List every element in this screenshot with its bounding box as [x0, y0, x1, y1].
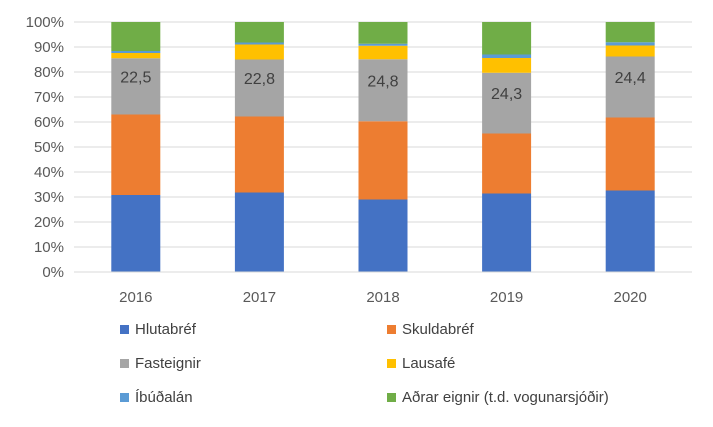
- bar-segment: [358, 43, 408, 46]
- bar-segment: [358, 59, 408, 122]
- y-tick-label: 20%: [34, 214, 64, 231]
- legend-item: Aðrar eignir (t.d. vogunarsjóðir): [387, 389, 609, 406]
- bar-segment: [605, 117, 655, 191]
- bars: [111, 22, 655, 272]
- bar-segment: [605, 22, 655, 43]
- y-tick-label: 100%: [26, 14, 64, 31]
- legend-label: Aðrar eignir (t.d. vogunarsjóðir): [402, 389, 609, 406]
- legend-swatch: [387, 325, 396, 334]
- bar-segment: [234, 192, 284, 272]
- legend-label: Hlutabréf: [135, 321, 197, 338]
- legend-label: Íbúðalán: [135, 389, 193, 406]
- legend-swatch: [120, 325, 129, 334]
- bar-segment: [111, 114, 161, 195]
- x-axis: 2016 2017 2018 2019 2020: [74, 271, 692, 306]
- x-tick-label: 2016: [119, 289, 152, 306]
- bar-segment: [605, 190, 655, 272]
- bar-segment: [234, 22, 284, 43]
- legend-label: Skuldabréf: [402, 321, 475, 338]
- y-tick-label: 70%: [34, 89, 64, 106]
- y-tick-label: 30%: [34, 189, 64, 206]
- legend: Hlutabréf Skuldabréf Fasteignir Lausafé Íbúð…: [120, 321, 609, 406]
- y-tick-label: 90%: [34, 39, 64, 56]
- legend-item: Fasteignir: [120, 355, 201, 372]
- bar-segment: [358, 22, 408, 44]
- y-tick-label: 60%: [34, 114, 64, 131]
- legend-label: Fasteignir: [135, 355, 201, 372]
- x-tick-label: 2017: [243, 289, 276, 306]
- data-label: 22,8: [244, 71, 275, 88]
- data-label: 22,5: [120, 69, 151, 86]
- bar-segment: [482, 133, 532, 194]
- y-axis: 0% 10% 20% 30% 40% 50% 60% 70% 80% 90% 100%: [26, 14, 64, 281]
- legend-item: Lausafé: [387, 355, 455, 372]
- bar-segment: [111, 22, 161, 51]
- x-tick-label: 2018: [366, 289, 399, 306]
- bar-segment: [234, 44, 284, 60]
- bar-segment: [605, 45, 655, 57]
- bar-segment: [111, 58, 161, 115]
- x-tick-label: 2020: [614, 289, 647, 306]
- x-tick-label: 2019: [490, 289, 523, 306]
- legend-swatch: [120, 393, 129, 402]
- legend-swatch: [120, 359, 129, 368]
- bar-segment: [482, 22, 532, 55]
- bar-segment: [234, 116, 284, 193]
- y-tick-label: 0%: [42, 264, 64, 281]
- bar-segment: [482, 193, 532, 272]
- bar-segment: [358, 199, 408, 272]
- data-label: 24,3: [491, 86, 522, 103]
- bar-segment: [234, 42, 284, 45]
- y-tick-label: 50%: [34, 139, 64, 156]
- bar-segment: [358, 121, 408, 200]
- legend-swatch: [387, 359, 396, 368]
- legend-item: Íbúðalán: [120, 389, 193, 406]
- y-tick-label: 10%: [34, 239, 64, 256]
- bar-segment: [605, 56, 655, 118]
- bar-segment: [482, 58, 532, 73]
- y-tick-label: 80%: [34, 64, 64, 81]
- legend-item: Hlutabréf: [120, 321, 197, 338]
- bar-segment: [111, 53, 161, 59]
- bar-segment: [234, 59, 284, 117]
- legend-label: Lausafé: [402, 355, 455, 372]
- y-tick-label: 40%: [34, 164, 64, 181]
- data-label: 24,4: [615, 70, 646, 87]
- data-label: 24,8: [367, 73, 398, 90]
- bar-segment: [358, 45, 408, 60]
- bar-segment: [482, 54, 532, 58]
- bar-segment: [482, 72, 532, 134]
- bar-segment: [111, 51, 161, 53]
- data-labels: 22,5 22,8 24,8 24,3 24,4: [120, 69, 646, 103]
- bar-segment: [605, 42, 655, 46]
- legend-item: Skuldabréf: [387, 321, 475, 338]
- legend-swatch: [387, 393, 396, 402]
- bar-segment: [111, 195, 161, 272]
